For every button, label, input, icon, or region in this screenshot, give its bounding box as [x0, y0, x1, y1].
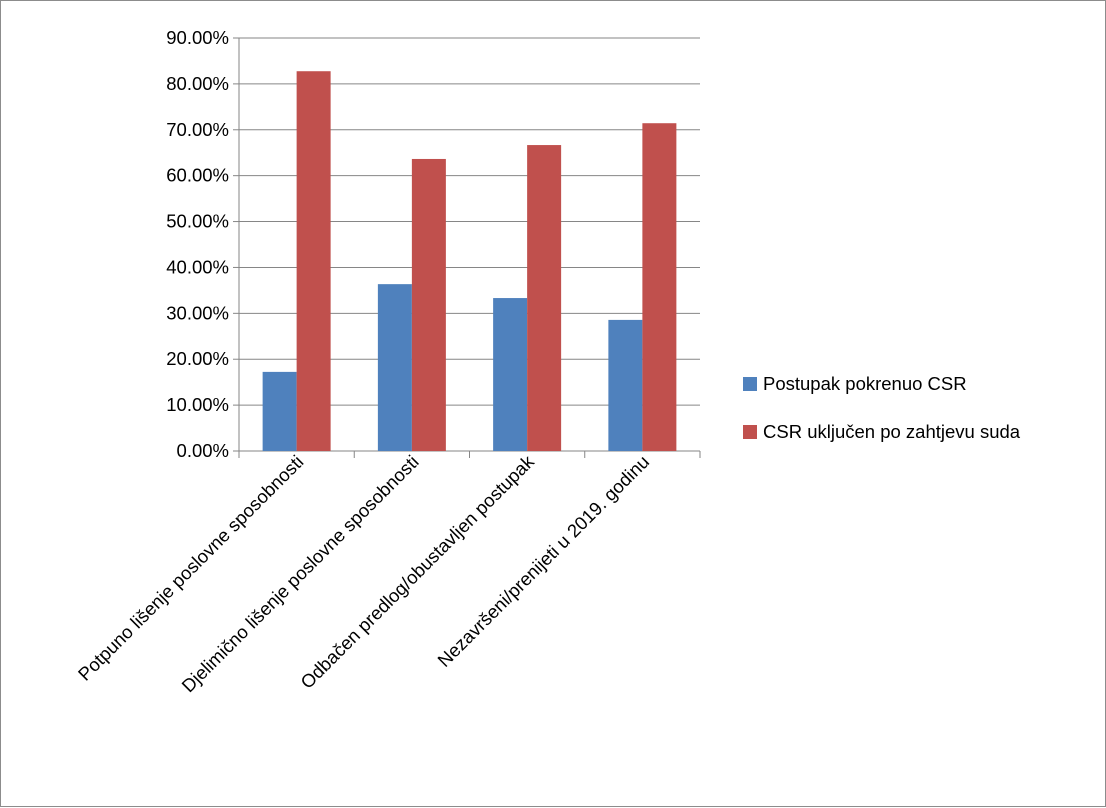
bar-postupak-pokrenuo-csr: [262, 371, 297, 451]
bar-csr-ukljucen: [411, 158, 446, 451]
bar-csr-ukljucen: [527, 145, 562, 451]
legend-label: CSR uključen po zahtjevu suda: [763, 421, 1021, 442]
y-tick-label: 40.00%: [166, 256, 229, 277]
legend-label: Postupak pokrenuo CSR: [763, 373, 967, 394]
legend-swatch: [743, 377, 757, 391]
bar-postupak-pokrenuo-csr: [493, 298, 528, 451]
x-category-label: Odbačen predlog/obustavljen postupak: [296, 450, 538, 692]
y-tick-label: 20.00%: [166, 348, 229, 369]
x-category-label: Nezavršeni/prenijeti u 2019. godinu: [433, 451, 653, 671]
x-category-label: Potpuno lišenje poslovne sposobnosti: [74, 451, 308, 685]
y-tick-label: 30.00%: [166, 302, 229, 323]
bar-csr-ukljucen: [296, 71, 331, 451]
bar-csr-ukljucen: [642, 123, 677, 451]
y-tick-label: 60.00%: [166, 165, 229, 186]
bar-postupak-pokrenuo-csr: [377, 284, 412, 451]
bar-postupak-pokrenuo-csr: [608, 319, 643, 451]
y-tick-label: 90.00%: [166, 27, 229, 48]
x-category-label: Djelimično lišenje poslovne sposobnosti: [177, 451, 422, 696]
y-tick-label: 10.00%: [166, 394, 229, 415]
y-tick-label: 50.00%: [166, 211, 229, 232]
y-tick-label: 80.00%: [166, 73, 229, 94]
y-tick-label: 70.00%: [166, 119, 229, 140]
legend-swatch: [743, 425, 757, 439]
y-tick-label: 0.00%: [177, 440, 229, 461]
